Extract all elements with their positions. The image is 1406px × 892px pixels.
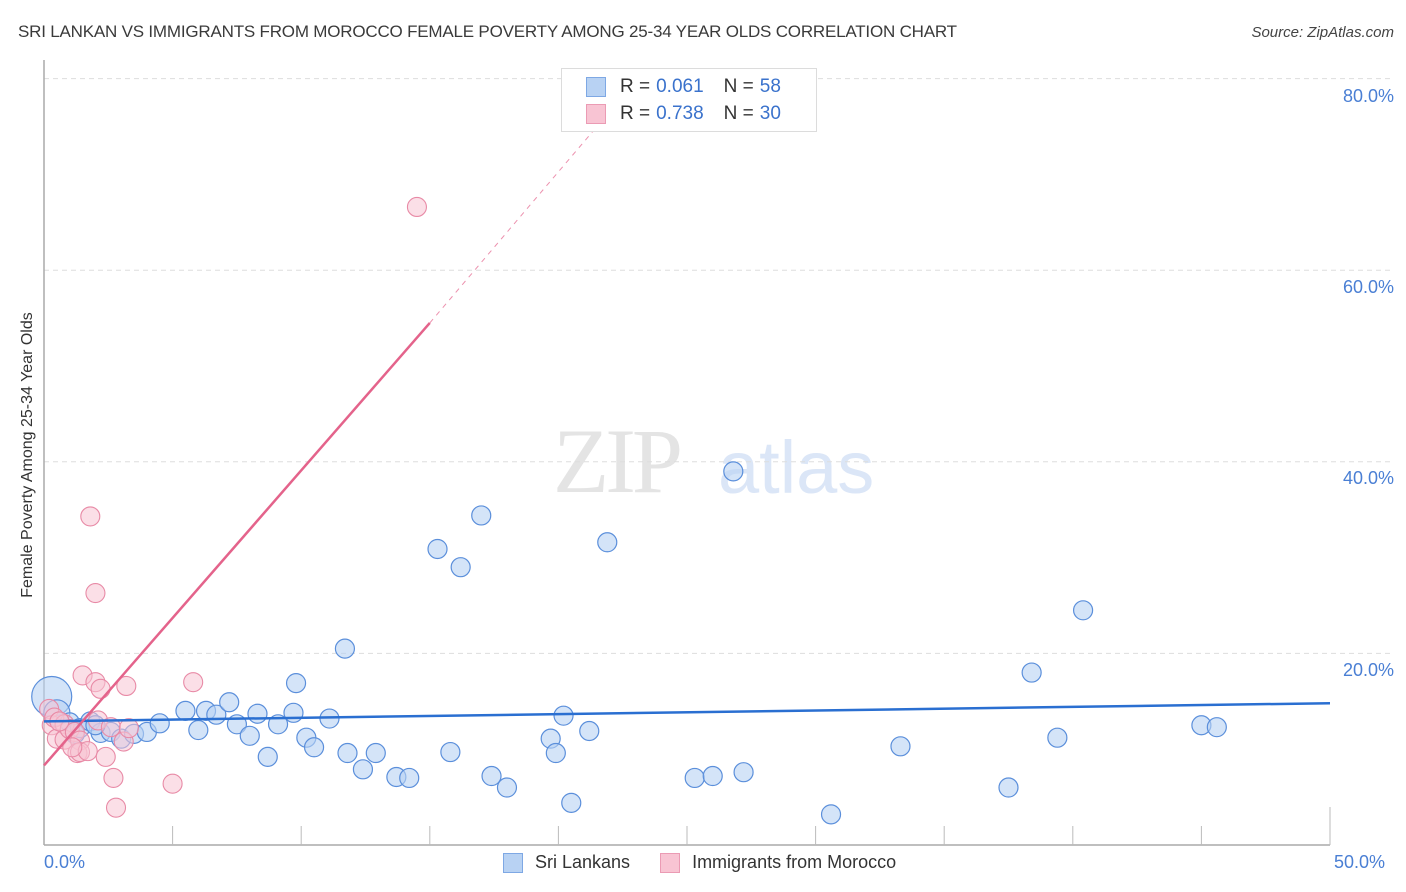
data-point — [285, 672, 307, 694]
x-tick-0: 0.0% — [44, 852, 86, 872]
data-point — [267, 714, 289, 735]
data-point — [684, 767, 705, 789]
data-point — [95, 746, 116, 767]
data-point — [579, 720, 600, 742]
data-point — [399, 767, 420, 789]
data-point — [440, 741, 461, 763]
data-point — [303, 737, 325, 758]
data-point — [337, 742, 358, 764]
r-value: 0.738 — [656, 103, 704, 124]
legend-item-morocco[interactable]: Immigrants from Morocco — [660, 852, 896, 873]
legend-label: Sri Lankans — [535, 852, 631, 872]
data-point — [406, 196, 427, 218]
blue-swatch-icon — [586, 77, 606, 97]
r-label: R = — [620, 76, 651, 97]
data-point — [890, 736, 911, 757]
y-tick-40: 40.0% — [1342, 468, 1394, 488]
r-value: 0.061 — [656, 76, 704, 97]
correlation-legend: R = 0.061 N = 58 R = 0.738 N = 30 — [561, 68, 817, 132]
legend-label: Immigrants from Morocco — [692, 852, 897, 872]
y-axis-label: Female Poverty Among 25-34 Year Olds — [19, 312, 36, 598]
gridlines — [44, 78, 1392, 654]
legend-row-sri-lankans: R = 0.061 N = 58 — [586, 75, 781, 99]
y-tick-60: 60.0% — [1342, 277, 1394, 297]
data-point — [105, 797, 127, 818]
pink-swatch-icon — [660, 852, 681, 873]
data-point — [162, 773, 183, 794]
data-point — [1072, 600, 1094, 621]
data-point — [62, 737, 83, 758]
data-point — [545, 742, 566, 764]
data-point — [723, 461, 744, 482]
data-point — [561, 792, 582, 813]
x-tick-50: 50.0% — [1334, 852, 1386, 872]
data-point — [219, 692, 240, 713]
blue-swatch-icon — [503, 852, 523, 873]
trend-lines — [43, 126, 1331, 767]
series-legend: Sri Lankans Immigrants from Morocco — [503, 852, 926, 873]
watermark-atlas: atlas — [718, 426, 875, 509]
data-point — [90, 678, 111, 699]
data-point — [118, 718, 139, 739]
data-point — [85, 582, 106, 604]
data-point — [103, 767, 124, 788]
data-point — [149, 713, 170, 734]
data-point — [450, 557, 471, 578]
data-point — [597, 532, 618, 553]
pink-swatch-icon — [586, 104, 606, 124]
source-label: Source: ZipAtlas.com — [1251, 24, 1394, 41]
data-point — [1206, 717, 1227, 738]
data-point — [820, 804, 842, 825]
n-label: N = — [723, 103, 754, 124]
data-point — [183, 672, 204, 693]
data-point — [257, 746, 278, 767]
data-point — [188, 719, 209, 741]
data-point — [496, 777, 518, 798]
data-point — [175, 700, 196, 721]
data-point — [998, 777, 1019, 798]
chart-title: SRI LANKAN VS IMMIGRANTS FROM MOROCCO FE… — [18, 22, 957, 41]
data-point — [352, 759, 374, 780]
data-point — [481, 765, 502, 787]
n-label: N = — [723, 76, 754, 97]
y-tick-20: 20.0% — [1342, 660, 1394, 680]
r-label: R = — [620, 103, 651, 124]
data-point — [427, 538, 448, 560]
data-point — [702, 765, 723, 787]
n-value: 58 — [759, 76, 781, 97]
data-point — [1047, 727, 1068, 748]
y-tick-80: 80.0% — [1342, 86, 1394, 106]
data-point — [334, 638, 356, 659]
data-point — [1021, 662, 1042, 683]
data-point — [239, 725, 260, 746]
n-value: 30 — [759, 103, 781, 124]
data-point — [365, 742, 386, 764]
data-point — [471, 505, 492, 526]
data-point — [553, 705, 574, 726]
data-point — [116, 675, 137, 697]
legend-item-sri-lankans[interactable]: Sri Lankans — [503, 852, 630, 873]
data-point — [247, 703, 268, 724]
data-point — [283, 702, 304, 723]
data-point — [733, 762, 754, 783]
watermark-zip: ZIP — [553, 410, 683, 512]
sri-lankans-points — [31, 461, 1227, 825]
data-point — [80, 506, 101, 527]
legend-row-morocco: R = 0.738 N = 30 — [586, 102, 781, 126]
